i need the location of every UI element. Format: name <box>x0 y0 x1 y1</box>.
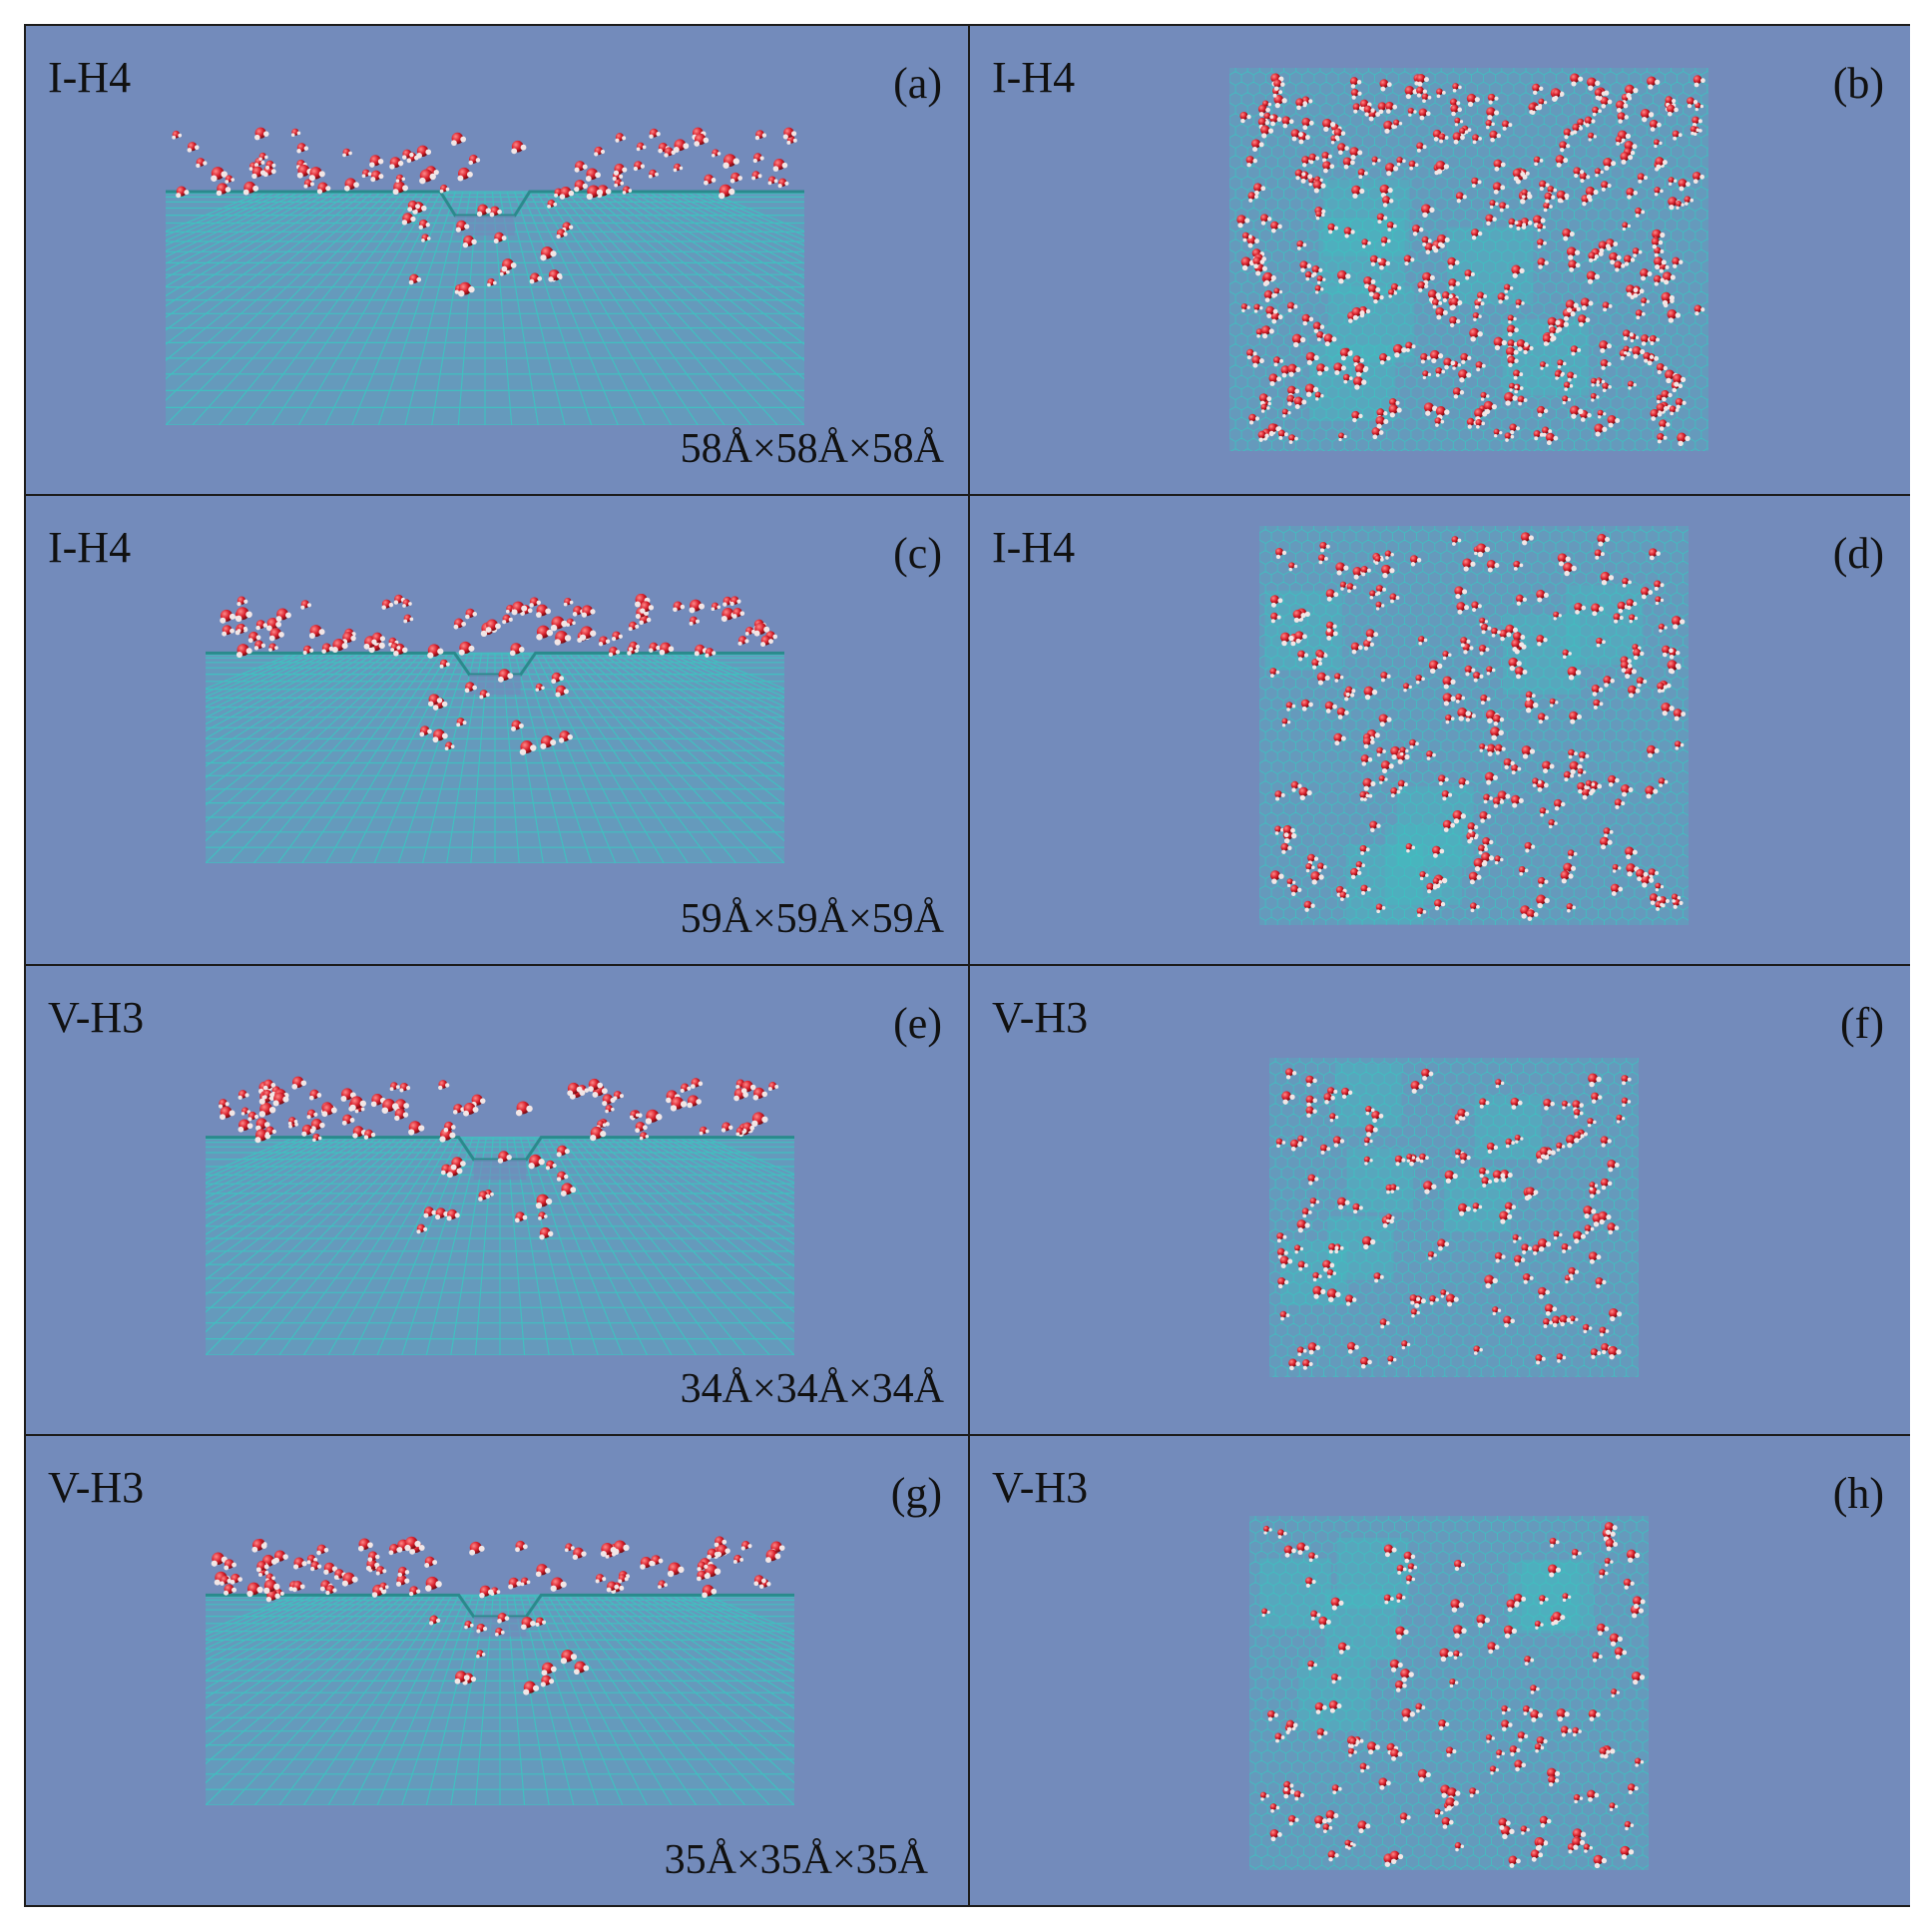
panel-letter: (d) <box>1832 529 1884 578</box>
panel-label: I-H4 <box>992 53 1076 102</box>
graphene-sheet <box>206 1593 794 1805</box>
molecular-render <box>206 1536 794 1805</box>
panel-letter: (g) <box>890 1469 942 1518</box>
side-view-scene <box>206 594 784 863</box>
panel-letter: (a) <box>893 59 942 108</box>
molecular-render <box>206 1076 794 1355</box>
molecular-render <box>1269 1058 1639 1377</box>
side-view-scene <box>206 1536 794 1805</box>
top-view-scene <box>1259 526 1689 925</box>
water-molecules <box>211 1536 785 1695</box>
graphene-sheet <box>166 190 804 425</box>
graphene-sheet <box>1229 68 1708 451</box>
box-dimensions: 58Å×58Å×58Å <box>680 426 944 472</box>
panel-e: V-H3 (e) 34Å×34Å×34Å <box>26 966 970 1436</box>
water-molecules <box>1259 1522 1646 1869</box>
top-view-scene <box>1229 68 1708 451</box>
panel-f: V-H3 (f) <box>970 966 1910 1436</box>
water-molecules <box>1269 532 1687 921</box>
top-view-scene <box>1269 1058 1639 1377</box>
top-view-scene <box>1249 1516 1649 1870</box>
water-molecules <box>172 127 797 297</box>
box-dimensions: 34Å×34Å×34Å <box>680 1366 944 1412</box>
side-view-scene <box>166 126 804 425</box>
side-view-scene <box>206 1076 794 1355</box>
water-molecules <box>220 594 778 755</box>
panel-label: V-H3 <box>992 993 1089 1042</box>
graphene-sheet <box>206 1136 794 1355</box>
molecular-render <box>206 594 784 863</box>
panel-letter: (f) <box>1840 999 1884 1048</box>
water-molecules <box>1236 73 1705 447</box>
molecular-render <box>1249 1516 1649 1870</box>
panel-label: V-H3 <box>48 993 145 1042</box>
panel-label: I-H4 <box>992 523 1076 572</box>
panel-label: I-H4 <box>48 523 132 572</box>
panel-b: I-H4 (b) <box>970 26 1910 496</box>
molecular-render <box>1259 526 1689 925</box>
figure-grid: I-H4 (a) 58Å×58Å×58Å I-H4 (b) I-H4 (c) 5… <box>24 24 1910 1907</box>
panel-letter: (b) <box>1832 59 1884 108</box>
panel-label: V-H3 <box>48 1463 145 1512</box>
molecular-render <box>166 127 804 425</box>
panel-label: V-H3 <box>992 1463 1089 1512</box>
panel-letter: (e) <box>893 999 942 1048</box>
graphene-sheet <box>206 651 784 863</box>
panel-a: I-H4 (a) 58Å×58Å×58Å <box>26 26 970 496</box>
panel-c: I-H4 (c) 59Å×59Å×59Å <box>26 496 970 966</box>
box-dimensions: 59Å×59Å×59Å <box>680 896 944 942</box>
molecular-render <box>1229 68 1708 451</box>
panel-label: I-H4 <box>48 53 132 102</box>
graphene-sheet <box>1249 1516 1649 1870</box>
panel-letter: (c) <box>893 529 942 578</box>
panel-g: V-H3 (g) 35Å×35Å×35Å <box>26 1436 970 1905</box>
panel-letter: (h) <box>1832 1469 1884 1518</box>
water-molecules <box>1275 1068 1632 1371</box>
panel-h: V-H3 (h) <box>970 1436 1910 1905</box>
water-molecules <box>218 1076 779 1240</box>
panel-d: I-H4 (d) <box>970 496 1910 966</box>
box-dimensions: 35Å×35Å×35Å <box>664 1837 928 1883</box>
